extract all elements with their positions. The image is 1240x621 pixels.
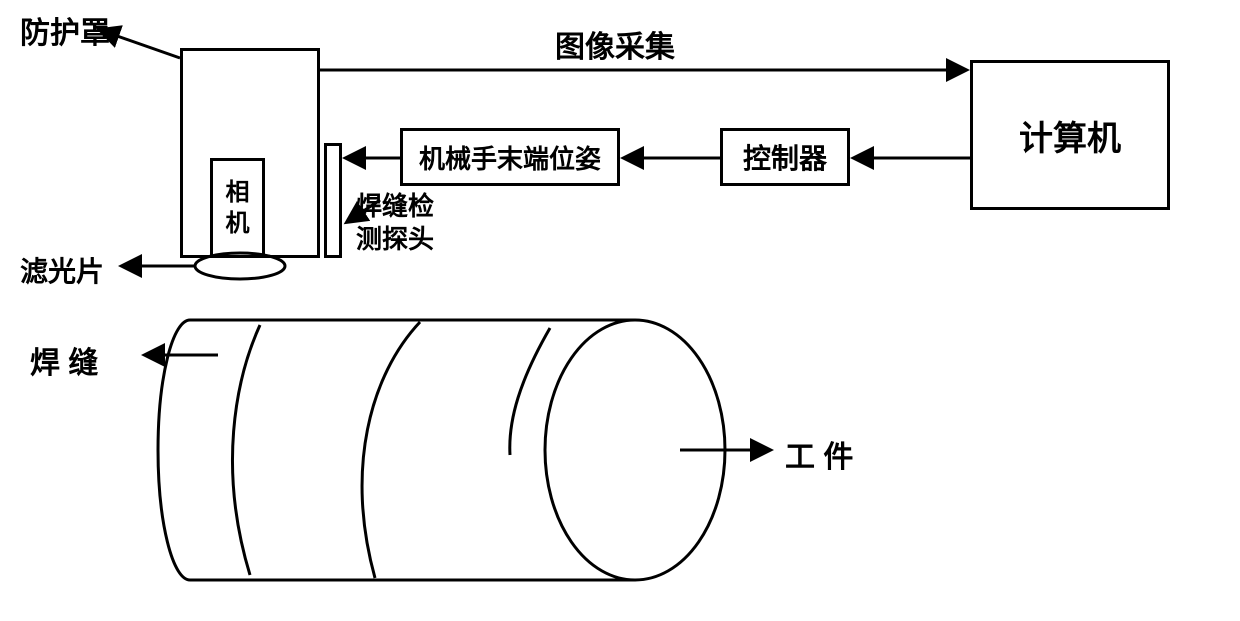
cylinder-left-cap [158,320,190,580]
shield-label: 防护罩 [20,8,110,52]
seam-probe-line1: 焊缝检 [356,191,434,221]
weld-seam-2 [362,322,420,578]
shield-arrow [100,30,180,58]
computer-box: 计算机 [970,60,1170,210]
workpiece-label: 工 件 [785,432,853,476]
probe-box [324,143,342,258]
image-capture-label: 图像采集 [555,22,675,66]
weld-seam-1 [232,325,260,575]
filter-label: 滤光片 [20,250,104,290]
controller-box: 控制器 [720,128,850,186]
seam-probe-label: 焊缝检 测探头 [356,190,434,255]
cylinder-right-cap [545,320,725,580]
weld-seam-3 [510,328,550,455]
camera-box: 相 机 [210,158,265,258]
manipulator-box: 机械手末端位姿 [400,128,620,186]
weld-seam-label: 焊 缝 [30,338,98,382]
seam-probe-line2: 测探头 [356,224,434,254]
